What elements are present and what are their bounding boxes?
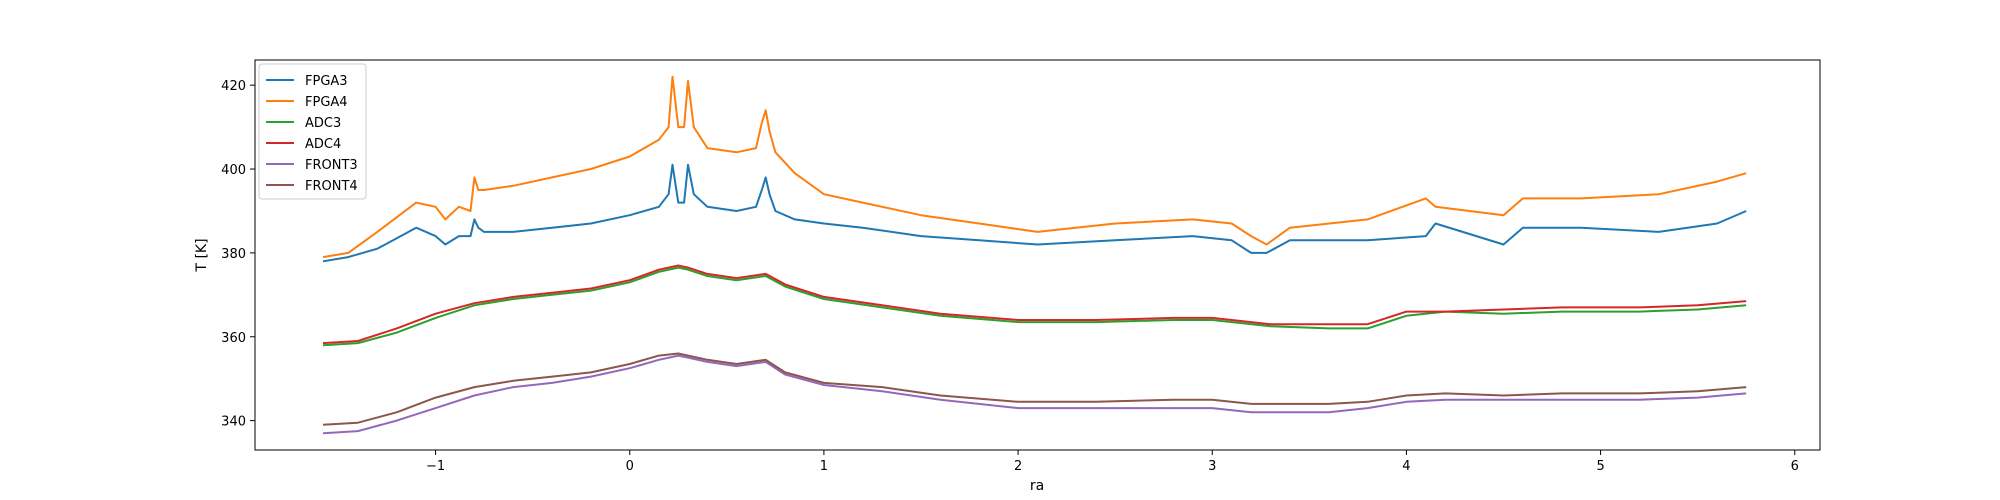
y-tick-label: 340 [221, 415, 246, 430]
series-line-fpga3 [322, 163, 1747, 263]
legend-label-adc3: ADC3 [305, 116, 341, 131]
legend-label-fpga4: FPGA4 [305, 95, 348, 110]
legend: FPGA3 FPGA4 ADC3 ADC4 FRONT3 FRONT4 [258, 63, 367, 200]
y-axis-label: T [K] [194, 238, 210, 272]
plot-area [254, 59, 1821, 451]
x-axis-label: ra [1030, 478, 1044, 494]
legend-label-fpga3: FPGA3 [305, 74, 348, 89]
y-axis: 340 360 380 400 420 [221, 79, 255, 430]
legend-label-front3: FRONT3 [305, 158, 358, 173]
x-axis: −1 0 1 2 3 4 5 6 [426, 450, 1799, 474]
series-layer [322, 75, 1747, 435]
x-tick-label: 2 [1014, 459, 1022, 474]
x-tick-label: 1 [820, 459, 828, 474]
series-line-front4 [322, 352, 1747, 426]
legend-label-adc4: ADC4 [305, 137, 341, 152]
series-line-adc4 [322, 264, 1747, 345]
y-tick-label: 420 [221, 79, 246, 94]
y-tick-label: 400 [221, 163, 246, 178]
x-tick-label: 4 [1402, 459, 1410, 474]
y-tick-label: 380 [221, 247, 246, 262]
legend-box [258, 63, 367, 200]
series-line-fpga4 [322, 75, 1747, 259]
x-tick-label: 5 [1596, 459, 1604, 474]
x-tick-label: −1 [426, 459, 445, 474]
x-tick-label: 6 [1791, 459, 1799, 474]
x-tick-label: 0 [626, 459, 634, 474]
legend-label-front4: FRONT4 [305, 179, 358, 194]
y-tick-label: 360 [221, 331, 246, 346]
series-line-adc3 [322, 266, 1747, 347]
series-line-front3 [322, 354, 1747, 435]
x-tick-label: 3 [1208, 459, 1216, 474]
